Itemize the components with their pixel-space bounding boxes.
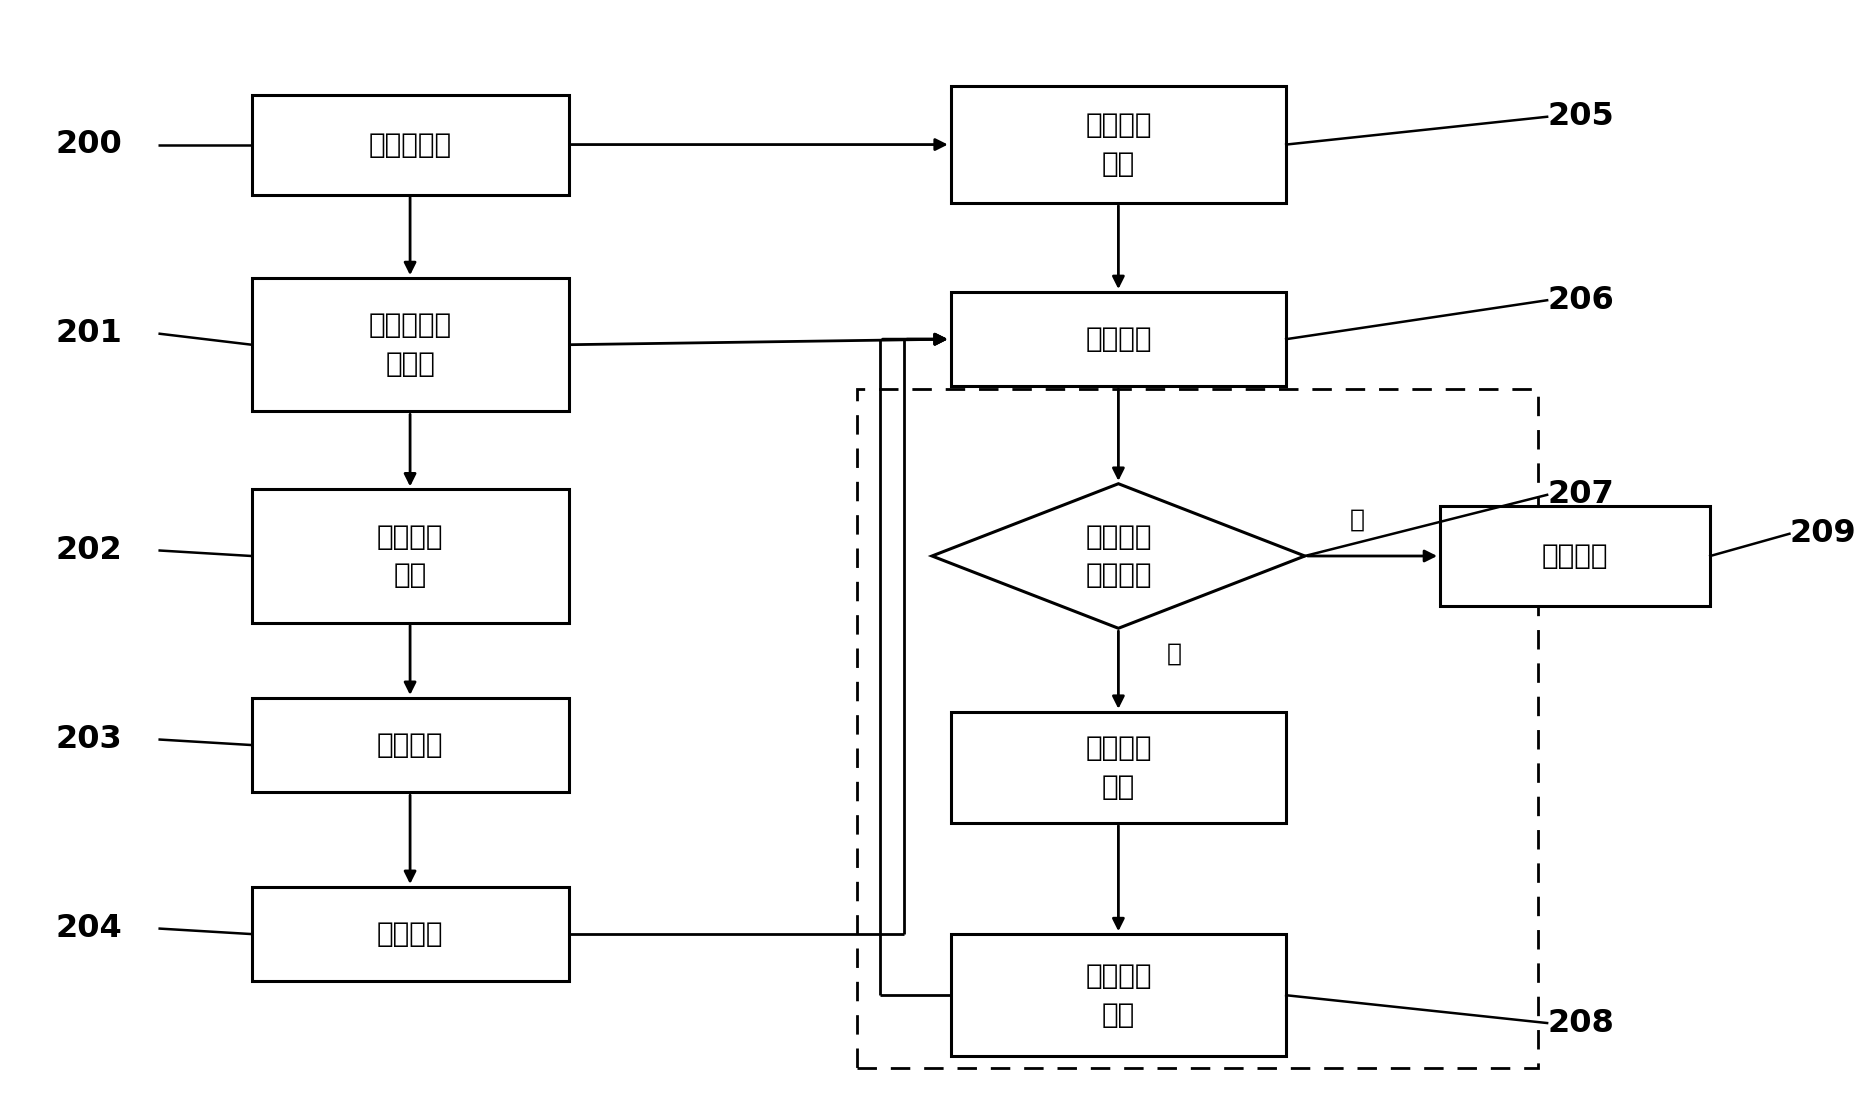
Text: 208: 208	[1547, 1007, 1614, 1039]
Text: 选择时间段: 选择时间段	[369, 130, 451, 159]
Text: 201: 201	[56, 318, 123, 349]
Text: 是: 是	[1167, 642, 1182, 666]
Text: 数据叠加: 数据叠加	[377, 731, 444, 759]
Bar	[951, 87, 1286, 202]
Bar	[252, 95, 569, 195]
Bar	[252, 489, 569, 623]
Bar	[1439, 506, 1709, 606]
Text: 否: 否	[1350, 507, 1364, 532]
Bar	[252, 698, 569, 792]
Text: 204: 204	[56, 913, 123, 944]
Text: 调整波形
位置: 调整波形 位置	[1085, 734, 1152, 801]
Text: 读取心搏信
息数据: 读取心搏信 息数据	[369, 311, 451, 378]
Text: 分析结果
修正: 分析结果 修正	[1085, 962, 1152, 1029]
Text: 是否进行
人工干预: 是否进行 人工干预	[1085, 523, 1152, 589]
Bar	[252, 887, 569, 981]
Text: 结果显示: 结果显示	[1085, 325, 1152, 354]
Text: 209: 209	[1789, 518, 1857, 549]
Polygon shape	[932, 484, 1305, 628]
Bar	[951, 292, 1286, 387]
Text: 报告打印: 报告打印	[1542, 542, 1609, 570]
Bar	[252, 278, 569, 411]
Bar	[857, 389, 1538, 1068]
Text: 202: 202	[56, 535, 123, 566]
Text: 波形识别: 波形识别	[377, 920, 444, 949]
Text: 203: 203	[56, 724, 123, 755]
Text: 206: 206	[1547, 285, 1614, 316]
Bar	[951, 934, 1286, 1056]
Text: 200: 200	[56, 129, 123, 160]
Bar	[951, 712, 1286, 823]
Text: 207: 207	[1547, 479, 1614, 510]
Text: 205: 205	[1547, 101, 1614, 132]
Text: 读取心电
数据: 读取心电 数据	[377, 523, 444, 589]
Text: 叠加波形
显示: 叠加波形 显示	[1085, 111, 1152, 178]
